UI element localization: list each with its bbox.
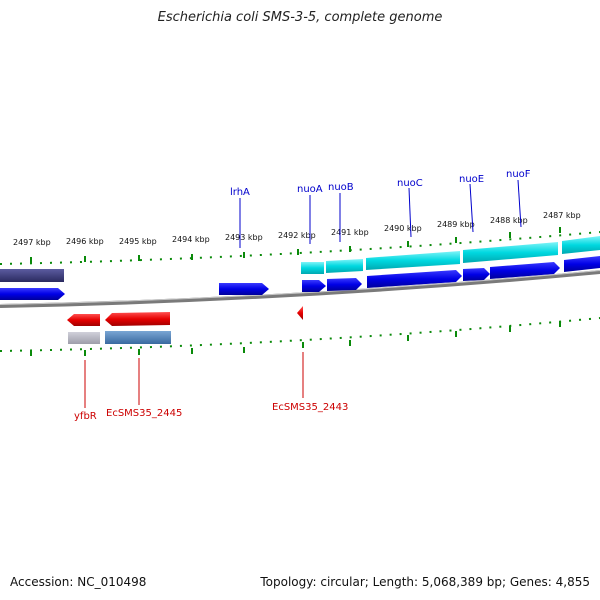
ruler-label: 2487 kbp <box>543 211 581 220</box>
genome-backbone-highlight <box>0 270 600 305</box>
ruler-label: 2491 kbp <box>331 228 369 237</box>
cds-feature[interactable] <box>463 242 558 263</box>
gene-label[interactable]: nuoC <box>397 178 423 189</box>
gene-labels-top: lrhA nuoA nuoB nuoC nuoE nuoF <box>230 169 531 198</box>
cds-feature[interactable] <box>367 270 462 288</box>
ruler-top-major-ticks <box>30 227 561 263</box>
cds-feature[interactable] <box>219 283 269 295</box>
feature-block[interactable] <box>105 331 171 344</box>
ruler-label: 2493 kbp <box>225 233 263 242</box>
accession-text: Accession: NC_010498 <box>10 575 147 589</box>
ruler-labels: 2497 kbp 2496 kbp 2495 kbp 2494 kbp 2493… <box>13 211 581 247</box>
cds-feature[interactable] <box>0 288 65 300</box>
gene-label[interactable]: EcSMS35_2445 <box>106 408 182 419</box>
cds-track-blue <box>0 256 600 300</box>
gene-label[interactable]: nuoF <box>506 169 531 180</box>
ruler-bottom-major-ticks <box>30 321 561 356</box>
cds-track-red <box>67 306 303 326</box>
gene-label[interactable]: EcSMS35_2443 <box>272 402 348 413</box>
gene-label[interactable]: nuoE <box>459 174 484 185</box>
gene-label[interactable]: lrhA <box>230 187 250 198</box>
gene-label[interactable]: nuoB <box>328 182 354 193</box>
cds-feature[interactable] <box>564 256 600 272</box>
map-title: Escherichia coli SMS-3-5, complete genom… <box>157 10 443 25</box>
feature-block[interactable] <box>68 332 100 344</box>
gene-labels-bottom: yfbR EcSMS35_2445 EcSMS35_2443 <box>74 402 348 422</box>
cds-feature[interactable] <box>67 314 100 326</box>
ruler-label: 2495 kbp <box>119 237 157 246</box>
genome-backbone <box>0 270 600 308</box>
cds-feature[interactable] <box>327 278 362 291</box>
gene-leaders-bottom <box>84 352 304 408</box>
gene-label[interactable]: yfbR <box>74 411 97 422</box>
cds-feature[interactable] <box>297 306 303 320</box>
ruler-bottom-line <box>0 317 600 352</box>
cds-feature[interactable] <box>302 280 326 292</box>
ruler-top-line <box>0 231 600 265</box>
cds-feature[interactable] <box>490 262 560 279</box>
ruler-label: 2490 kbp <box>384 224 422 233</box>
ruler-label: 2496 kbp <box>66 237 104 246</box>
ruler-label: 2488 kbp <box>490 216 528 225</box>
gene-label[interactable]: nuoA <box>297 184 323 195</box>
genome-summary-text: Topology: circular; Length: 5,068,389 bp… <box>260 575 590 589</box>
cds-feature[interactable] <box>463 268 490 281</box>
ruler-label: 2494 kbp <box>172 235 210 244</box>
ruler-label: 2489 kbp <box>437 220 475 229</box>
ruler-label: 2492 kbp <box>278 231 316 240</box>
feature-block[interactable] <box>0 269 64 282</box>
ruler-label: 2497 kbp <box>13 238 51 247</box>
cds-track-cyan <box>301 236 600 274</box>
gene-leaders-top <box>239 179 522 248</box>
cds-feature[interactable] <box>366 251 460 270</box>
cds-feature[interactable] <box>562 236 600 254</box>
cds-feature[interactable] <box>105 312 170 326</box>
cds-feature[interactable] <box>301 262 324 274</box>
cds-feature[interactable] <box>326 259 363 273</box>
